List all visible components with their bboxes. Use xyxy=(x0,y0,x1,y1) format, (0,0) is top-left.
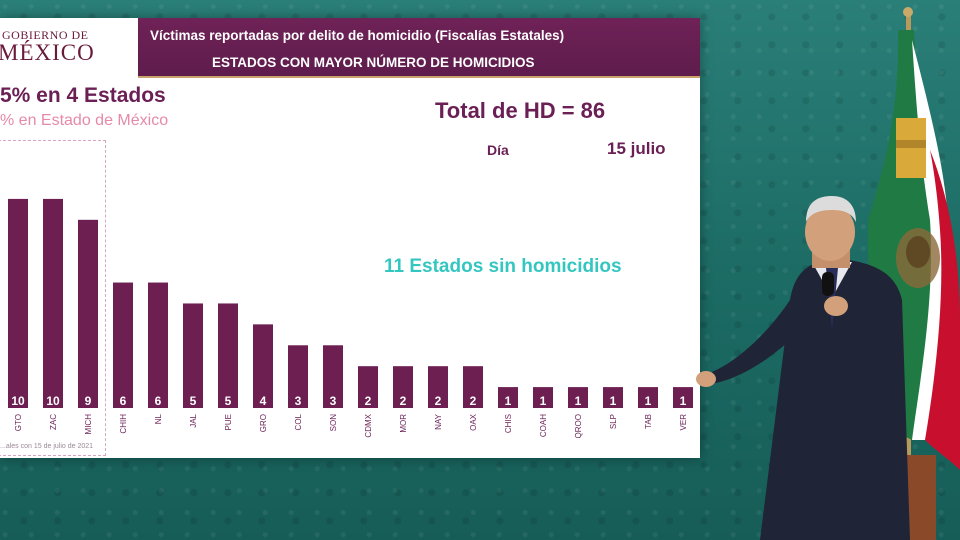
bar-chis xyxy=(498,387,518,408)
category-label-son: SON xyxy=(329,414,338,432)
presenter-hair xyxy=(806,196,856,222)
category-label-slp: SLP xyxy=(609,414,618,429)
category-label-chis: CHIS xyxy=(504,414,513,433)
title-banner: Víctimas reportadas por delito de homici… xyxy=(138,18,700,76)
bar-mor xyxy=(393,366,413,408)
value-label-coah: 1 xyxy=(540,394,547,408)
category-label-col: COL xyxy=(294,413,303,430)
slide-subtitle: ESTADOS CON MAYOR NÚMERO DE HOMICIDIOS xyxy=(212,55,535,70)
category-label-coah: COAH xyxy=(539,414,548,437)
value-label-son: 3 xyxy=(330,394,337,408)
value-label-ver: 1 xyxy=(680,394,687,408)
value-label-gto: 10 xyxy=(11,394,25,408)
category-label-jal: JAL xyxy=(189,413,198,427)
logo-line-2: MÉXICO xyxy=(0,40,95,65)
value-label-gro: 4 xyxy=(260,394,267,408)
category-label-nl: NL xyxy=(154,413,163,424)
flag-finial xyxy=(903,7,913,17)
bar-nay xyxy=(428,366,448,408)
category-label-tab: TAB xyxy=(644,414,653,429)
category-label-ver: VER xyxy=(679,414,688,431)
microphone xyxy=(822,272,834,296)
value-label-mor: 2 xyxy=(400,394,407,408)
bar-pue xyxy=(218,303,238,408)
category-label-nay: NAY xyxy=(434,413,443,430)
value-label-col: 3 xyxy=(295,394,302,408)
category-label-cdmx: CDMX xyxy=(364,413,373,437)
headline-edomex: % en Estado de México xyxy=(0,112,169,129)
category-label-mich: MICH xyxy=(84,414,93,435)
bar-qroo xyxy=(568,387,588,408)
presenter-head xyxy=(805,203,855,261)
bar-chih xyxy=(113,282,133,408)
states-without-homicides: 11 Estados sin homicidios xyxy=(384,256,622,277)
bar-ver xyxy=(673,387,693,408)
bar-gto xyxy=(8,198,28,408)
value-label-pue: 5 xyxy=(225,394,232,408)
bar-zac xyxy=(43,198,63,408)
bar-jal xyxy=(183,303,203,408)
value-label-chis: 1 xyxy=(505,394,512,408)
bar-col xyxy=(288,345,308,408)
category-label-zac: ZAC xyxy=(49,414,58,430)
value-label-nay: 2 xyxy=(435,394,442,408)
value-label-zac: 10 xyxy=(46,394,60,408)
bar-oax xyxy=(463,366,483,408)
slide-header: GOBIERNO DE MÉXICO Víctimas reportadas p… xyxy=(0,18,700,78)
bar-son xyxy=(323,345,343,408)
bar-gro xyxy=(253,324,273,408)
value-label-oax: 2 xyxy=(470,394,477,408)
value-label-tab: 1 xyxy=(645,394,652,408)
presentation-screen: GOBIERNO DE MÉXICO Víctimas reportadas p… xyxy=(0,18,700,458)
bar-mich xyxy=(78,219,98,408)
category-label-gro: GRO xyxy=(259,414,268,432)
category-label-qroo: QROO xyxy=(574,414,583,438)
day-value: 15 julio xyxy=(607,139,666,158)
value-label-mich: 9 xyxy=(85,394,92,408)
total-homicides: Total de HD = 86 xyxy=(435,98,606,123)
bar-coah xyxy=(533,387,553,408)
value-label-cdmx: 2 xyxy=(365,394,372,408)
presenter-arm xyxy=(706,300,800,384)
value-label-qroo: 1 xyxy=(575,394,582,408)
bar-cdmx xyxy=(358,366,378,408)
day-label: Día xyxy=(487,142,509,158)
highlight-box xyxy=(0,140,106,456)
category-label-gto: GTO xyxy=(14,414,23,431)
category-label-chih: CHIH xyxy=(119,414,128,434)
value-label-slp: 1 xyxy=(610,394,617,408)
value-label-nl: 6 xyxy=(155,394,162,408)
government-logo: GOBIERNO DE MÉXICO xyxy=(0,18,138,78)
banner-divider xyxy=(138,76,700,78)
logo-line-1: GOBIERNO DE xyxy=(2,28,89,42)
bar-chart: 10 GTO 10 ZAC 9 MICH 6 CHIH 6 NL 5 JAL 5 PUE 4 GRO 3 COL 3… xyxy=(8,198,693,438)
category-label-mor: MOR xyxy=(399,414,408,433)
category-label-oax: OAX xyxy=(469,413,478,431)
presenter-hand xyxy=(696,371,716,387)
value-label-jal: 5 xyxy=(190,394,197,408)
bar-slp xyxy=(603,387,623,408)
value-label-chih: 6 xyxy=(120,394,127,408)
presenter xyxy=(696,196,910,540)
slide-title: Víctimas reportadas por delito de homici… xyxy=(150,28,565,43)
source-note: ...ales con 15 de julio de 2021 xyxy=(0,443,94,450)
category-label-pue: PUE xyxy=(224,414,233,430)
bar-tab xyxy=(638,387,658,408)
headline-states: 5% en 4 Estados xyxy=(0,84,166,107)
bar-nl xyxy=(148,282,168,408)
